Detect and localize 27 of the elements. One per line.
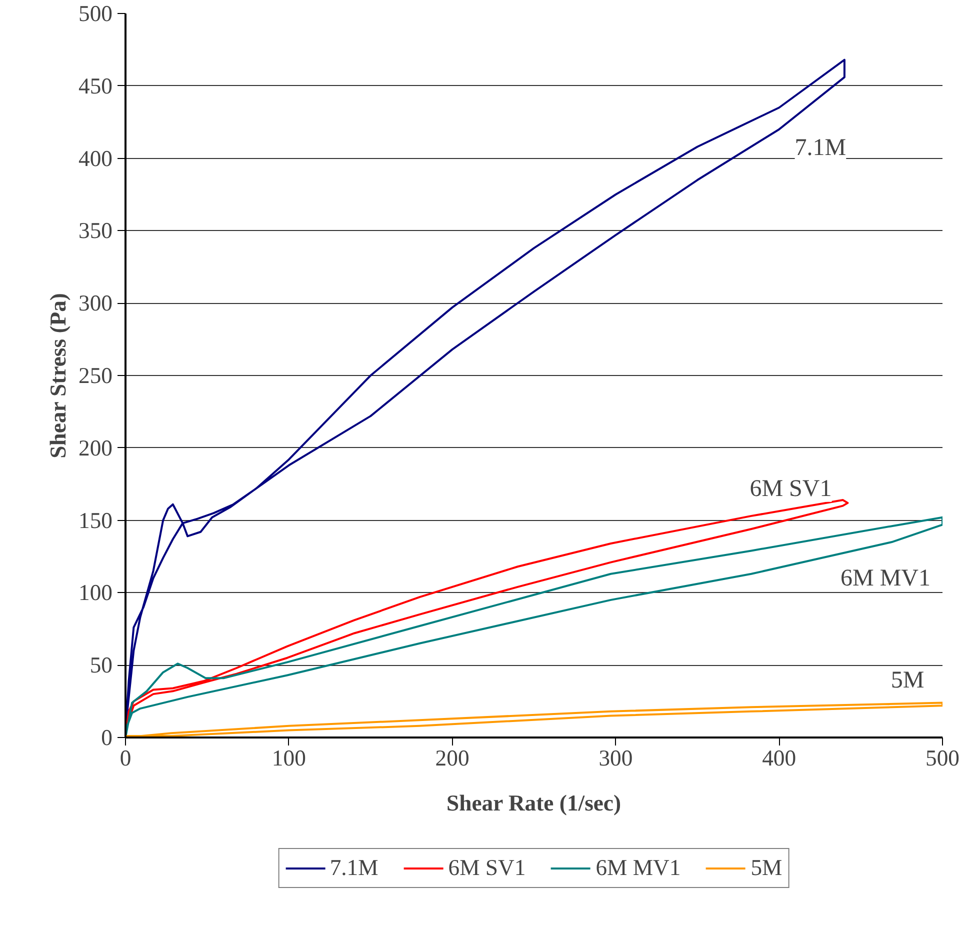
x-tick-label: 0 xyxy=(120,746,132,770)
y-tick-label: 0 xyxy=(101,725,112,750)
legend-label: 5M xyxy=(750,855,782,881)
y-tick-label: 400 xyxy=(78,146,112,171)
y-tick-label: 450 xyxy=(78,73,112,98)
legend-label: 6M SV1 xyxy=(448,855,526,881)
annotation: 5M xyxy=(890,668,924,694)
x-tick-label: 300 xyxy=(598,746,633,770)
x-tick-label: 400 xyxy=(762,746,796,770)
x-axis-title: Shear Rate (1/sec) xyxy=(446,790,622,816)
annotation: 6M MV1 xyxy=(840,565,931,592)
y-tick-label: 150 xyxy=(78,508,112,533)
y-tick-label: 50 xyxy=(90,652,112,678)
legend-label: 6M MV1 xyxy=(596,855,681,881)
y-tick-label: 100 xyxy=(78,580,112,606)
x-tick-label: 200 xyxy=(435,746,470,770)
y-tick-label: 500 xyxy=(78,1,112,26)
x-tick-label: 500 xyxy=(926,746,960,770)
y-tick-label: 300 xyxy=(78,290,112,316)
legend-label: 7.1M xyxy=(330,855,378,881)
x-tick-label: 100 xyxy=(272,746,306,770)
y-tick-label: 350 xyxy=(78,218,112,244)
annotation: 7.1M xyxy=(794,134,846,161)
y-axis-title: Shear Stress (Pa) xyxy=(46,293,71,458)
y-tick-label: 250 xyxy=(78,363,112,388)
annotation: 6M SV1 xyxy=(750,476,832,502)
y-tick-label: 200 xyxy=(78,435,112,460)
